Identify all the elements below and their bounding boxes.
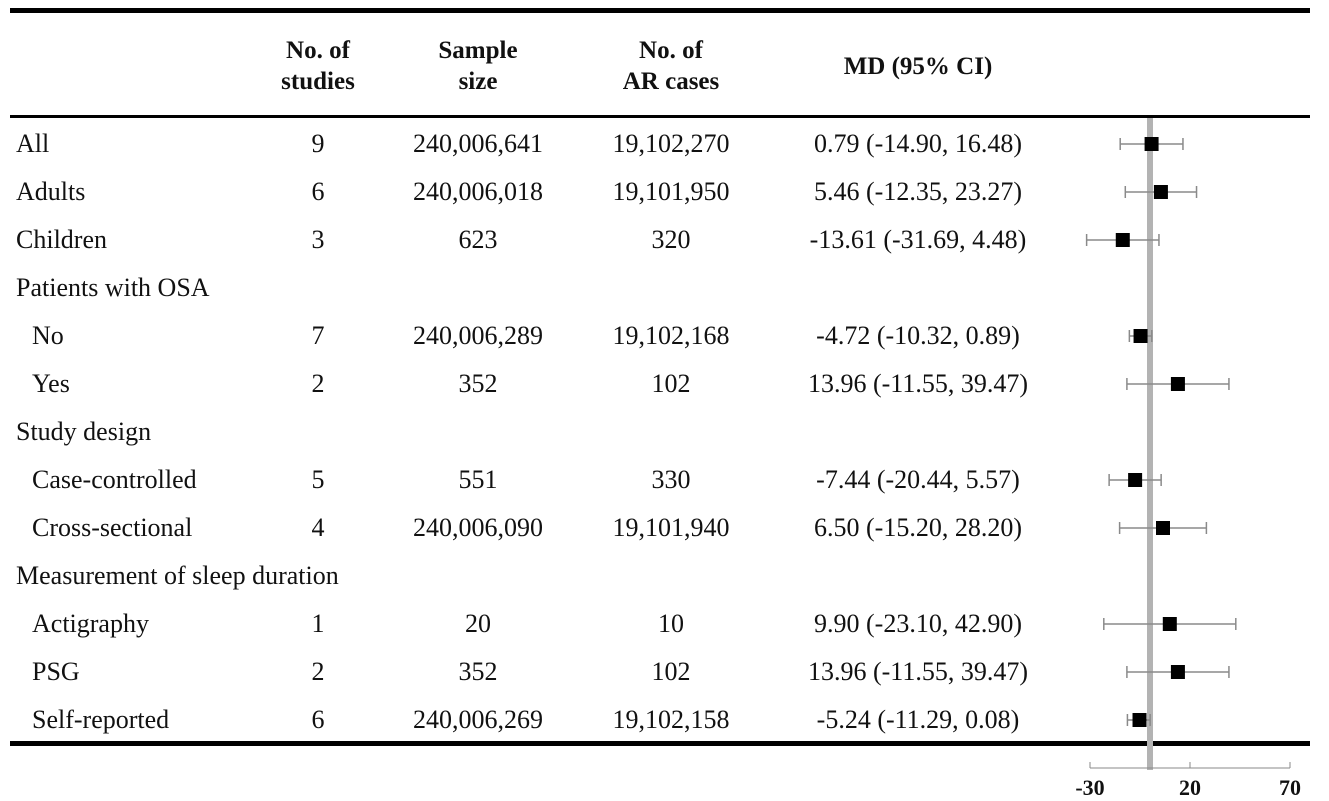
md-ci-cell: 9.90 (-23.10, 42.90) — [814, 609, 1022, 638]
row-label: Children — [16, 225, 107, 254]
point-estimate-marker — [1132, 713, 1147, 727]
table-row: Yes 2 352 102 13.96 (-11.55, 39.47) — [0, 360, 1090, 408]
point-estimate-marker — [1144, 137, 1159, 151]
table-header-rule — [10, 115, 1310, 118]
x-tick-label: 70 — [1279, 775, 1301, 800]
table-row: Patients with OSA — [0, 264, 1090, 312]
table-row: Study design — [0, 408, 1090, 456]
row-label: Patients with OSA — [16, 273, 210, 302]
row-label: Measurement of sleep duration — [16, 561, 339, 590]
sample-size-cell: 623 — [458, 225, 498, 254]
md-ci-cell: -4.72 (-10.32, 0.89) — [816, 321, 1020, 350]
point-estimate-marker — [1115, 233, 1130, 247]
studies-cell: 3 — [311, 225, 325, 254]
sample-size-cell: 240,006,641 — [413, 129, 543, 158]
ar-cases-cell: 102 — [651, 369, 691, 398]
x-tick-label: 20 — [1179, 775, 1201, 800]
md-ci-cell: 5.46 (-12.35, 23.27) — [814, 177, 1022, 206]
sample-size-cell: 20 — [465, 609, 491, 638]
point-estimate-marker — [1170, 665, 1185, 679]
ar-cases-cell: 19,102,168 — [612, 321, 730, 350]
table-row: Case-controlled 5 551 330 -7.44 (-20.44, 5.5… — [0, 456, 1090, 504]
studies-cell: 2 — [311, 657, 325, 686]
row-label: PSG — [32, 657, 80, 686]
md-ci-cell: -5.24 (-11.29, 0.08) — [816, 705, 1020, 734]
point-estimate-marker — [1170, 377, 1185, 391]
studies-cell: 6 — [311, 177, 325, 206]
table-row: All 9 240,006,641 19,102,270 0.79 (-14.90, 1… — [0, 120, 1090, 168]
point-estimate-marker — [1162, 617, 1177, 631]
sample-size-cell: 240,006,018 — [413, 177, 543, 206]
row-label: Cross-sectional — [32, 513, 193, 542]
md-ci-cell: 6.50 (-15.20, 28.20) — [814, 513, 1022, 542]
row-label: Actigraphy — [32, 609, 149, 638]
table-row: Measurement of sleep duration — [0, 552, 1090, 600]
table-row: PSG 2 352 102 13.96 (-11.55, 39.47) — [0, 648, 1090, 696]
header-no-of-ar-cases: No. of AR cases — [622, 37, 720, 95]
row-label: Case-controlled — [32, 465, 197, 494]
sample-size-cell: 240,006,090 — [413, 513, 543, 542]
table-row: Children 3 623 320 -13.61 (-31.69, 4.48) — [0, 216, 1090, 264]
row-label: All — [16, 129, 50, 158]
x-tick-label: -30 — [1075, 775, 1104, 800]
row-label: No — [32, 321, 64, 350]
ar-cases-cell: 19,101,940 — [612, 513, 730, 542]
table-row: Cross-sectional 4 240,006,090 19,101,940 6.5… — [0, 504, 1090, 552]
table-row: No 7 240,006,289 19,102,168 -4.72 (-10.32, 0… — [0, 312, 1090, 360]
ar-cases-cell: 10 — [658, 609, 684, 638]
studies-cell: 9 — [311, 129, 325, 158]
ar-cases-cell: 19,102,270 — [612, 129, 730, 158]
row-label: Self-reported — [32, 705, 170, 734]
studies-cell: 5 — [311, 465, 325, 494]
table-top-rule — [10, 8, 1310, 13]
ar-cases-cell: 102 — [651, 657, 691, 686]
ar-cases-cell: 19,102,158 — [612, 705, 730, 734]
sample-size-cell: 240,006,269 — [413, 705, 543, 734]
sample-size-cell: 352 — [458, 657, 498, 686]
row-label: Study design — [16, 417, 152, 446]
ar-cases-cell: 19,101,950 — [612, 177, 730, 206]
ar-cases-cell: 320 — [651, 225, 691, 254]
md-ci-cell: -7.44 (-20.44, 5.57) — [816, 465, 1020, 494]
md-ci-cell: 13.96 (-11.55, 39.47) — [807, 369, 1028, 398]
table-row: Adults 6 240,006,018 19,101,950 5.46 (-12.35… — [0, 168, 1090, 216]
header-no-of-studies: No. of studies — [281, 37, 355, 95]
point-estimate-marker — [1128, 473, 1143, 487]
studies-cell: 2 — [311, 369, 325, 398]
point-estimate-marker — [1153, 185, 1168, 199]
row-label: Adults — [16, 177, 86, 206]
sample-size-cell: 352 — [458, 369, 498, 398]
point-estimate-marker — [1133, 329, 1148, 343]
md-ci-cell: -13.61 (-31.69, 4.48) — [809, 225, 1027, 254]
table-row: Self-reported 6 240,006,269 19,102,158 -5.24… — [0, 696, 1090, 744]
header-sample-size: Sample size — [438, 37, 518, 95]
studies-cell: 6 — [311, 705, 325, 734]
md-ci-cell: 13.96 (-11.55, 39.47) — [807, 657, 1028, 686]
studies-cell: 4 — [311, 513, 325, 542]
header-md-ci: MD (95% CI) — [843, 52, 993, 80]
studies-cell: 7 — [311, 321, 325, 350]
studies-cell: 1 — [311, 609, 325, 638]
point-estimate-marker — [1156, 521, 1170, 535]
md-ci-cell: 0.79 (-14.90, 16.48) — [814, 129, 1022, 158]
table-bottom-rule — [10, 741, 1310, 746]
sample-size-cell: 551 — [458, 465, 498, 494]
row-label: Yes — [32, 369, 70, 398]
table-row: Actigraphy 1 20 10 9.90 (-23.10, 42.90) — [0, 600, 1090, 648]
sample-size-cell: 240,006,289 — [413, 321, 543, 350]
ar-cases-cell: 330 — [651, 465, 691, 494]
